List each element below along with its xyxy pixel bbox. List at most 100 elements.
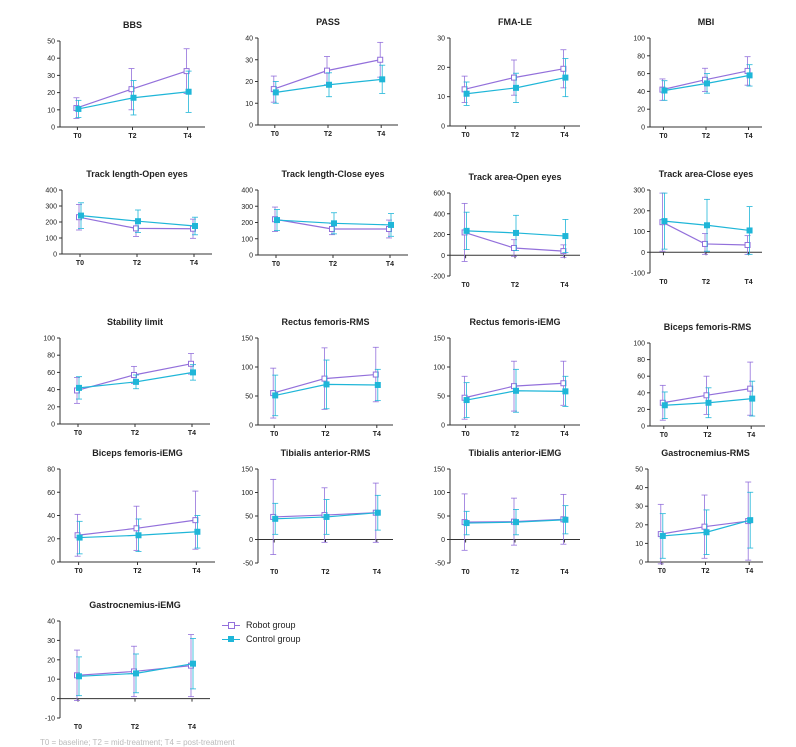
- chart-title: BBS: [123, 20, 142, 30]
- x-tick-label: T0: [271, 131, 279, 138]
- x-tick-label: T4: [188, 430, 196, 437]
- data-point: [747, 517, 754, 524]
- chart-title: Tibialis anterior-RMS: [281, 448, 371, 458]
- y-tick-label: 20: [635, 522, 643, 529]
- y-tick-label: 20: [437, 65, 445, 72]
- x-tick-label: T0: [462, 431, 470, 438]
- data-point: [562, 516, 569, 523]
- y-tick-label: 300: [45, 204, 57, 211]
- x-tick-label: T0: [76, 260, 84, 267]
- y-tick-label: 20: [47, 536, 55, 543]
- data-point: [560, 380, 567, 387]
- x-tick-label: T2: [133, 568, 141, 575]
- data-point: [185, 88, 192, 95]
- data-point: [749, 395, 756, 402]
- chart-title: Track area-Open eyes: [468, 172, 561, 182]
- x-tick-label: T4: [744, 279, 752, 286]
- y-tick-label: 0: [51, 560, 55, 567]
- x-tick-label: T4: [560, 282, 568, 289]
- x-tick-label: T4: [560, 569, 568, 576]
- y-tick-label: 400: [433, 211, 445, 218]
- chart-title: Track area-Close eyes: [659, 169, 754, 179]
- data-point: [377, 56, 384, 63]
- y-tick-label: 40: [635, 485, 643, 492]
- y-tick-label: 10: [437, 94, 445, 101]
- x-tick-label: T4: [744, 133, 752, 140]
- data-point: [133, 670, 139, 677]
- y-tick-label: 100: [241, 365, 253, 372]
- y-tick-label: -50: [435, 561, 445, 568]
- y-tick-label: 30: [635, 504, 643, 511]
- data-point: [744, 241, 751, 248]
- chart-title: PASS: [316, 17, 340, 27]
- y-tick-label: 0: [441, 124, 445, 131]
- data-point: [374, 509, 381, 516]
- chart-title: Tibialis anterior-iEMG: [469, 448, 562, 458]
- y-tick-label: 300: [241, 204, 253, 211]
- x-tick-label: T0: [75, 568, 83, 575]
- y-tick-label: 10: [47, 107, 55, 114]
- data-point: [272, 392, 279, 399]
- y-tick-label: 20: [637, 107, 645, 114]
- y-tick-label: 100: [241, 490, 253, 497]
- data-point: [133, 225, 139, 232]
- legend: Robot group Control group: [222, 618, 301, 646]
- figure-caption: T0 = baseline; T2 = mid-treatment; T4 = …: [40, 738, 235, 747]
- x-tick-label: T0: [270, 569, 278, 576]
- data-point: [323, 513, 330, 520]
- x-tick-label: T0: [462, 569, 470, 576]
- control-marker-icon: [222, 634, 240, 644]
- chart-panel: PASS 0 10 20 30 40 T0 T2 T4: [245, 17, 398, 138]
- data-point: [513, 229, 519, 236]
- data-point: [702, 240, 708, 247]
- y-tick-label: 0: [53, 252, 57, 259]
- y-tick-label: 60: [47, 370, 55, 377]
- data-point: [374, 381, 381, 388]
- data-point: [513, 387, 519, 394]
- y-tick-label: 40: [47, 619, 55, 626]
- x-tick-label: T2: [703, 432, 711, 439]
- data-point: [135, 218, 141, 225]
- y-tick-label: 0: [639, 560, 643, 567]
- x-tick-label: T0: [659, 133, 667, 140]
- data-point: [661, 402, 668, 409]
- chart-panel: Gastrocnemius-RMS 0 10 20 30 40 50 T0 T2 T4: [635, 448, 763, 575]
- data-point: [272, 515, 279, 522]
- data-point: [661, 218, 668, 225]
- data-point: [463, 227, 470, 234]
- y-tick-label: 100: [241, 236, 253, 243]
- data-point: [513, 519, 519, 526]
- y-tick-label: 40: [637, 390, 645, 397]
- y-tick-label: 0: [249, 123, 253, 130]
- y-tick-label: 300: [633, 188, 645, 195]
- data-point: [705, 399, 712, 406]
- y-tick-label: 20: [47, 90, 55, 97]
- chart-title: Track length-Open eyes: [86, 169, 188, 179]
- data-point: [331, 220, 337, 227]
- y-tick-label: 0: [641, 250, 645, 257]
- y-tick-label: 20: [637, 407, 645, 414]
- chart-panel: MBI 0 20 40 60 80 100 T0 T2 T4: [633, 17, 762, 140]
- data-point: [747, 385, 754, 392]
- y-tick-label: 0: [249, 253, 253, 260]
- data-point: [321, 375, 328, 382]
- data-point: [562, 233, 569, 240]
- data-point: [188, 360, 194, 367]
- data-point: [190, 369, 196, 376]
- x-tick-label: T4: [747, 432, 755, 439]
- legend-item-control: Control group: [222, 632, 301, 646]
- chart-title: Gastrocnemius-iEMG: [89, 600, 181, 610]
- y-tick-label: 150: [241, 467, 253, 474]
- x-tick-label: T4: [386, 261, 394, 268]
- data-point: [75, 105, 82, 112]
- x-tick-label: T2: [511, 132, 519, 139]
- y-tick-label: 60: [637, 71, 645, 78]
- y-tick-label: 0: [441, 423, 445, 430]
- x-tick-label: T0: [462, 132, 470, 139]
- y-tick-label: 80: [637, 53, 645, 60]
- y-tick-label: 200: [633, 208, 645, 215]
- legend-item-robot: Robot group: [222, 618, 301, 632]
- y-tick-label: 50: [635, 467, 643, 474]
- data-point: [746, 227, 753, 234]
- robot-marker-icon: [222, 620, 240, 630]
